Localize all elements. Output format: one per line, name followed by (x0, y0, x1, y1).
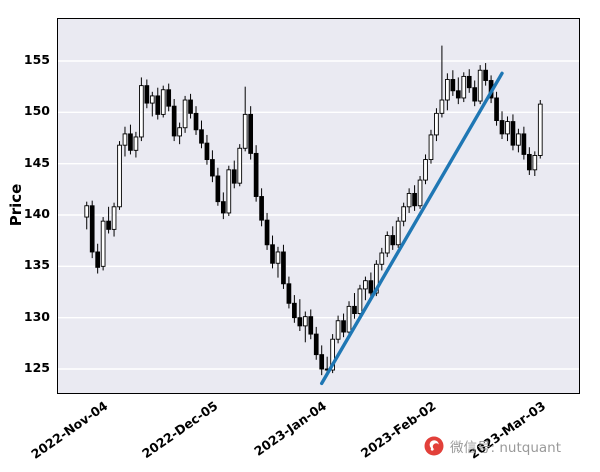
candle-body (384, 235, 390, 254)
x-tick-label: 2023-Jan-04 (251, 398, 330, 459)
candle-body (177, 127, 182, 137)
candle-body (128, 133, 133, 151)
candle-body (248, 113, 254, 154)
candle-body (466, 75, 472, 89)
candle-body (450, 79, 456, 92)
watermark: 微信号: nutquant (424, 436, 561, 456)
candle-body (270, 244, 275, 264)
candle-body (237, 147, 243, 184)
candle-body (231, 169, 237, 184)
candle-body (390, 235, 396, 246)
candle-body (188, 99, 193, 114)
candle-body (395, 220, 401, 246)
candle-body (275, 251, 281, 264)
candle-body (379, 252, 385, 265)
candle-body (100, 220, 106, 267)
candle-body (483, 69, 488, 81)
candle-body (499, 120, 505, 135)
candle-body (423, 159, 428, 181)
candle-body (455, 90, 461, 99)
candle-body (264, 219, 270, 246)
y-tick-label: 140 (23, 206, 50, 221)
candle-body (95, 251, 101, 268)
candle-body (204, 142, 210, 161)
candle-body (89, 205, 95, 253)
candle-body (428, 134, 434, 161)
candle-body (401, 206, 407, 222)
candle-body (505, 121, 510, 135)
candle-body (532, 155, 538, 171)
candle-body (155, 95, 161, 115)
candle-body (297, 317, 303, 327)
candle-body (461, 75, 467, 99)
y-tick-label: 145 (23, 154, 50, 170)
candle-body (412, 192, 417, 207)
candle-body (341, 320, 346, 333)
candle-body (106, 220, 111, 230)
candle-body (286, 283, 292, 304)
candle-body (477, 69, 483, 102)
candle-body (373, 263, 379, 294)
candle-body (494, 97, 499, 121)
candle-body (122, 133, 128, 146)
candle-body (308, 316, 314, 335)
candle-body (313, 333, 319, 356)
candle-body (510, 121, 516, 146)
y-tick-label: 155 (23, 52, 50, 67)
candle-body (242, 113, 248, 149)
trendline (319, 71, 504, 386)
candle-body (139, 85, 144, 138)
candle-body (149, 95, 155, 104)
candle-body (439, 99, 445, 114)
candle-body (281, 251, 286, 285)
candle-body (160, 89, 166, 115)
candle-body (445, 79, 450, 101)
watermark-logo-icon (424, 436, 444, 456)
plot-area (57, 18, 580, 394)
candle-body (357, 288, 363, 315)
y-tick-label: 135 (23, 257, 50, 273)
candle-body (210, 159, 215, 177)
candle-body (84, 205, 90, 218)
y-tick-label: 125 (23, 360, 50, 375)
candle-body (226, 169, 232, 214)
candle-body (144, 85, 150, 104)
candle-body (259, 196, 264, 221)
candle-body (472, 87, 478, 102)
candlestick-plot (58, 45, 579, 386)
candle-body (346, 305, 352, 333)
candle-body (335, 320, 341, 340)
candle-body (193, 112, 199, 131)
candle-body (516, 133, 521, 146)
watermark-text: 微信号: nutquant (450, 440, 561, 456)
x-tick-label: 2022-Dec-05 (138, 398, 221, 462)
candle-body (117, 144, 122, 208)
candle-body (368, 280, 374, 294)
candle-body (133, 136, 139, 151)
candle-body (182, 99, 188, 129)
candle-body (319, 354, 325, 370)
y-tick-label: 130 (23, 308, 50, 324)
candle-body (220, 201, 226, 214)
y-tick-label: 150 (23, 103, 50, 119)
candle-body (417, 179, 423, 207)
x-tick-label: 2022-Nov-04 (28, 398, 111, 462)
candle-body (521, 133, 527, 155)
candle-body (302, 316, 308, 327)
candle-body (537, 103, 543, 156)
candle-body (330, 338, 335, 371)
candle-body (215, 175, 221, 203)
candle-body (111, 206, 117, 230)
candle-body (363, 280, 368, 290)
candle-body (199, 129, 204, 144)
candle-body (406, 192, 412, 208)
candle-body (292, 302, 297, 319)
candle-body (526, 153, 532, 171)
candle-body (166, 89, 172, 107)
candle-body (253, 152, 259, 197)
candle-body (171, 105, 177, 137)
candle-body (434, 112, 439, 136)
candle-body (352, 305, 357, 315)
